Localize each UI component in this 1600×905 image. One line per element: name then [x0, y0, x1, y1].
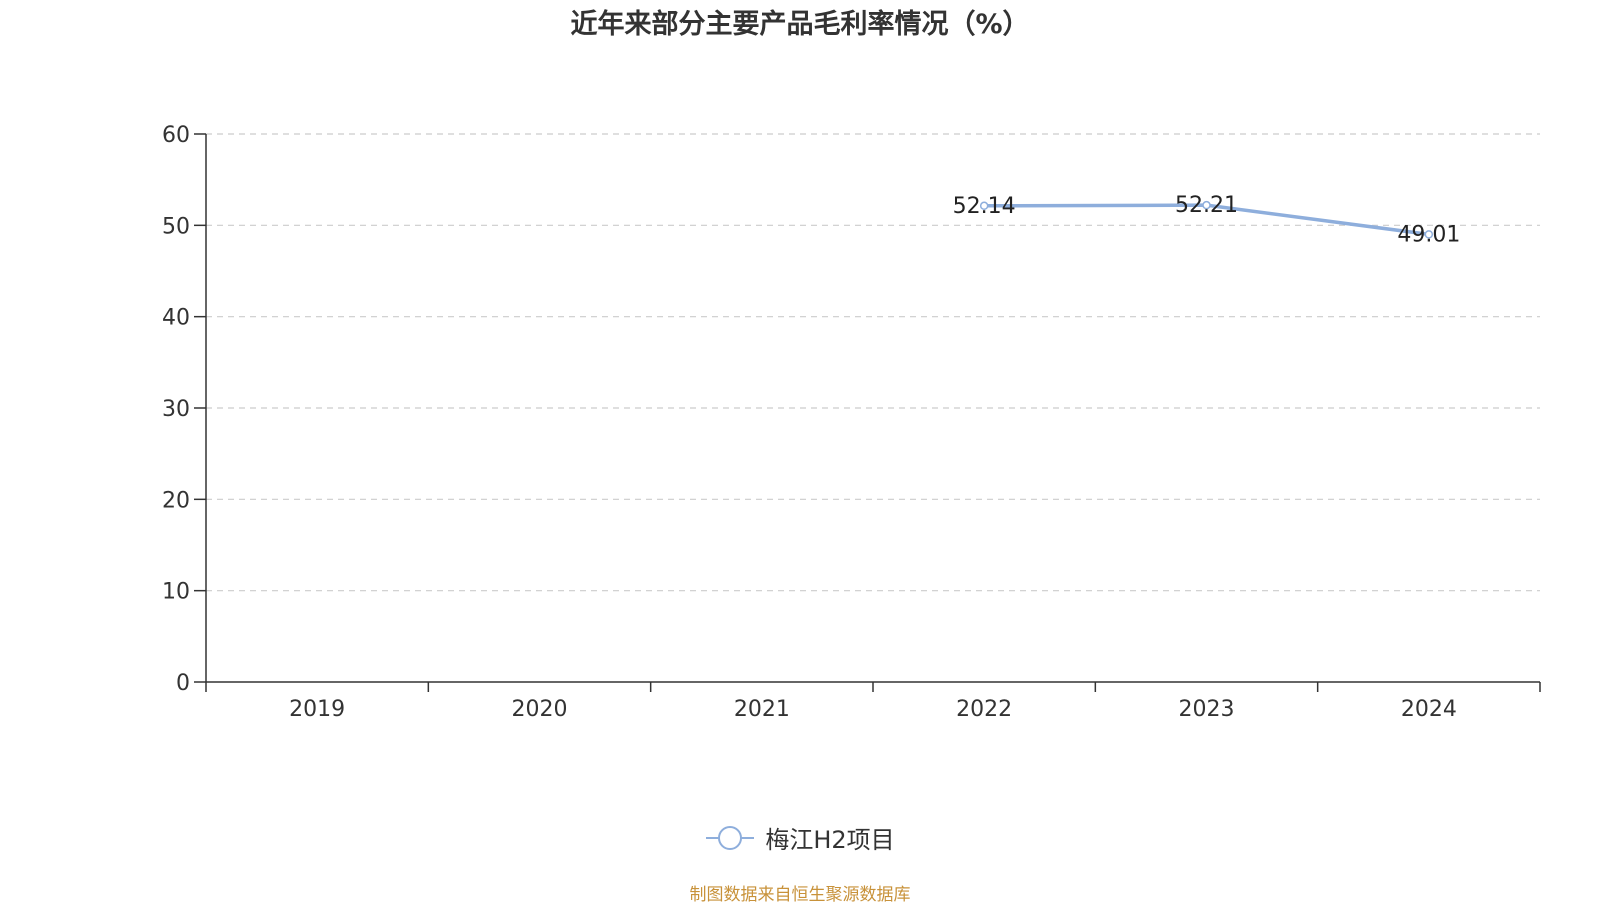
source-footnote: 制图数据来自恒生聚源数据库 — [689, 885, 911, 905]
y-tick-label: 60 — [162, 123, 190, 148]
axes: 0 10 20 30 40 50 60 2019 2020 2021 2022 2023 2024 — [162, 123, 1541, 722]
y-tick-label: 20 — [162, 488, 190, 513]
y-tick-label: 50 — [162, 214, 190, 239]
x-tick-label: 2019 — [289, 697, 345, 722]
x-tick-label: 2021 — [734, 697, 790, 722]
data-labels: 52.14 52.21 49.01 — [953, 193, 1461, 247]
data-point — [1424, 230, 1434, 239]
data-point — [979, 201, 989, 211]
grid-lines — [206, 133, 1540, 592]
legend[interactable]: 梅江H2项目 — [0, 820, 1600, 855]
y-tick-label: 10 — [162, 580, 190, 605]
legend-label: 梅江H2项目 — [765, 826, 895, 854]
y-tick-label: 40 — [162, 306, 190, 331]
y-tick-label: 30 — [162, 397, 190, 422]
x-tick-label: 2023 — [1179, 697, 1235, 722]
data-label: 49.01 — [1397, 222, 1460, 247]
data-label: 52.14 — [953, 194, 1016, 219]
data-label: 52.21 — [1175, 193, 1238, 218]
x-tick-label: 2022 — [956, 697, 1012, 722]
y-tick-label: 0 — [176, 671, 190, 696]
legend-line-marker-icon — [706, 825, 755, 850]
series-lines — [979, 200, 1434, 239]
x-tick-label: 2020 — [512, 697, 568, 722]
x-tick-label: 2024 — [1401, 697, 1457, 722]
chart-title: 近年来部分主要产品毛利率情况（%） — [570, 9, 1030, 40]
data-point — [1202, 200, 1211, 210]
